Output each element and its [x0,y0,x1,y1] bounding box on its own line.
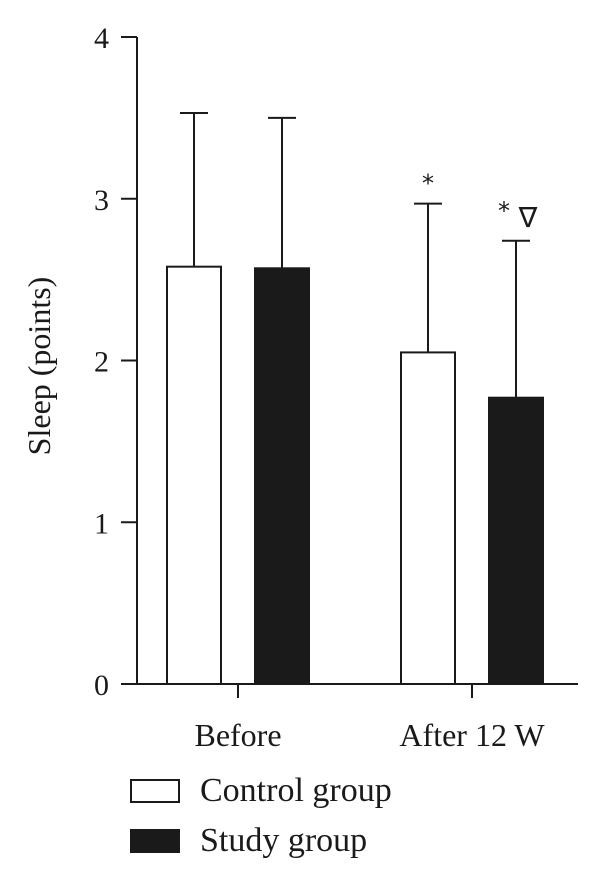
y-tick-label-1: 1 [94,507,109,540]
bar-1-0 [254,267,310,685]
y-tick-label-4: 4 [94,22,109,55]
bar-0-1 [400,351,456,685]
significance-marker-1-1: * [498,197,510,225]
bar-chart: Sleep (points) 0 1 2 3 4 Before After 12 W * * ∇ [21,22,578,753]
legend-swatch-study [130,829,180,853]
legend: Control group Study group [130,766,392,866]
x-tick-label-1: After 12 W [399,717,545,753]
bar-1-1 [488,396,544,685]
legend-label-study: Study group [200,822,368,859]
legend-item-control: Control group [130,766,392,816]
legend-item-study: Study group [130,816,392,866]
y-tick-label-3: 3 [94,184,109,217]
legend-swatch-control [130,779,180,803]
legend-label-control: Control group [200,772,392,809]
bar-0-0 [166,265,222,685]
significance-marker-0-1: * [422,170,434,198]
y-tick-label-0: 0 [94,669,109,702]
plot-area: 0 1 2 3 4 Before After 12 W * * ∇ [94,22,578,753]
y-tick-label-2: 2 [94,346,109,379]
y-axis-label: Sleep (points) [21,277,57,456]
significance-marker-b-1-1: ∇ [518,201,538,234]
x-tick-label-0: Before [194,717,281,753]
